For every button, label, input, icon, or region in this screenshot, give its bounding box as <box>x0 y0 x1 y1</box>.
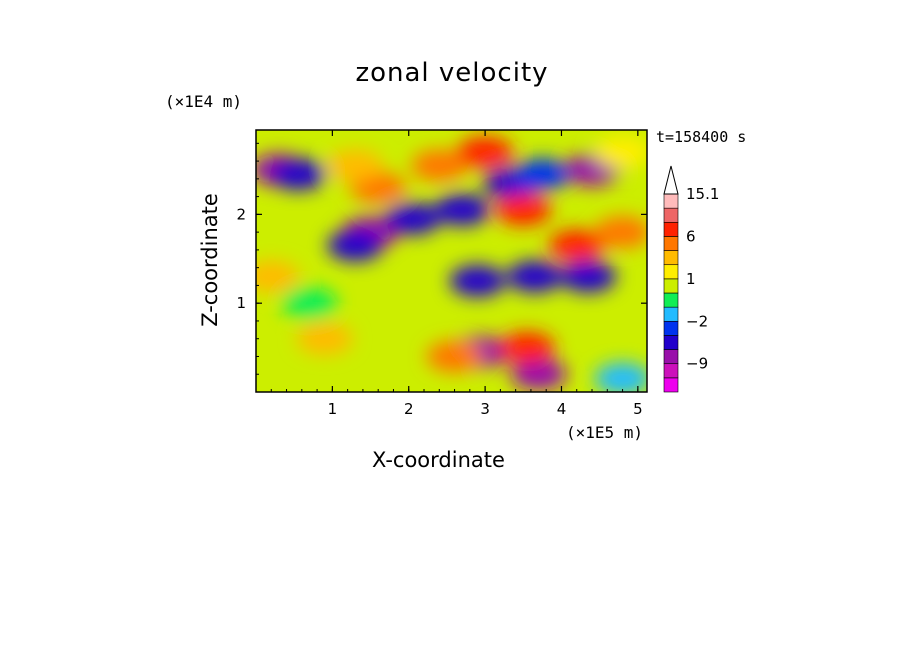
chart-title: zonal velocity <box>355 58 549 88</box>
x-tick-label: 5 <box>633 400 643 418</box>
colorbar-extend-arrow <box>663 165 679 195</box>
x-axis-multiplier: (×1E5 m) <box>566 423 644 442</box>
plot-frame <box>255 129 648 393</box>
colorbar-label: 1 <box>686 270 696 288</box>
colorbar-segment <box>663 377 679 393</box>
field-feature <box>384 202 441 235</box>
axes: 1 2 3 4 5 1 2 <box>236 130 647 418</box>
field-blobs <box>256 136 647 392</box>
field-feature <box>495 193 552 226</box>
colorbar-segment <box>663 335 679 350</box>
colorbar-segment <box>663 193 679 209</box>
field-feature <box>594 136 647 169</box>
colorbar-segment <box>663 221 679 237</box>
colorbar-segment <box>663 207 679 223</box>
field-feature <box>270 158 327 191</box>
colorbar-segment <box>663 363 679 379</box>
field-feature <box>327 229 384 262</box>
time-label: t=158400 s <box>656 128 747 146</box>
field-feature <box>594 362 647 392</box>
field-feature <box>499 331 556 364</box>
field-feature <box>510 358 567 391</box>
colorbar-segment <box>663 278 679 294</box>
colorbar-segment <box>663 264 679 280</box>
field-feature <box>426 340 483 373</box>
field-feature <box>327 149 384 182</box>
y-tick-label: 2 <box>236 205 246 223</box>
colorbar-label: 6 <box>686 227 696 245</box>
field-feature <box>560 260 617 293</box>
y-tick-label: 1 <box>236 294 246 312</box>
x-tick-label: 3 <box>480 400 490 418</box>
y-axis-multiplier: (×1E4 m) <box>165 92 243 111</box>
field-feature <box>281 287 338 320</box>
x-tick-label: 4 <box>557 400 567 418</box>
colorbar: 15.1 6 1 −2 −9 <box>663 165 719 393</box>
contour-field <box>256 130 647 392</box>
field-feature <box>296 322 353 355</box>
colorbar-segment <box>663 320 679 336</box>
field-feature <box>594 216 647 249</box>
colorbar-label: −9 <box>686 355 708 373</box>
x-tick-label: 1 <box>328 400 338 418</box>
field-feature <box>548 229 605 262</box>
field-feature <box>411 149 468 182</box>
field-feature <box>434 193 491 226</box>
field-feature <box>457 136 514 169</box>
field-feature <box>506 260 563 293</box>
x-tick-label: 2 <box>404 400 414 418</box>
colorbar-segment <box>663 292 679 308</box>
colorbar-segment <box>663 236 679 251</box>
x-axis-label: X-coordinate <box>372 448 505 472</box>
colorbar-segment <box>663 349 679 365</box>
field-feature <box>449 264 506 297</box>
colorbar-label: 15.1 <box>686 185 719 203</box>
field-feature <box>256 260 300 293</box>
colorbar-segment <box>663 250 679 266</box>
colorbar-segment <box>663 306 679 322</box>
colorbar-label: −2 <box>686 312 708 330</box>
field-feature <box>514 158 571 191</box>
